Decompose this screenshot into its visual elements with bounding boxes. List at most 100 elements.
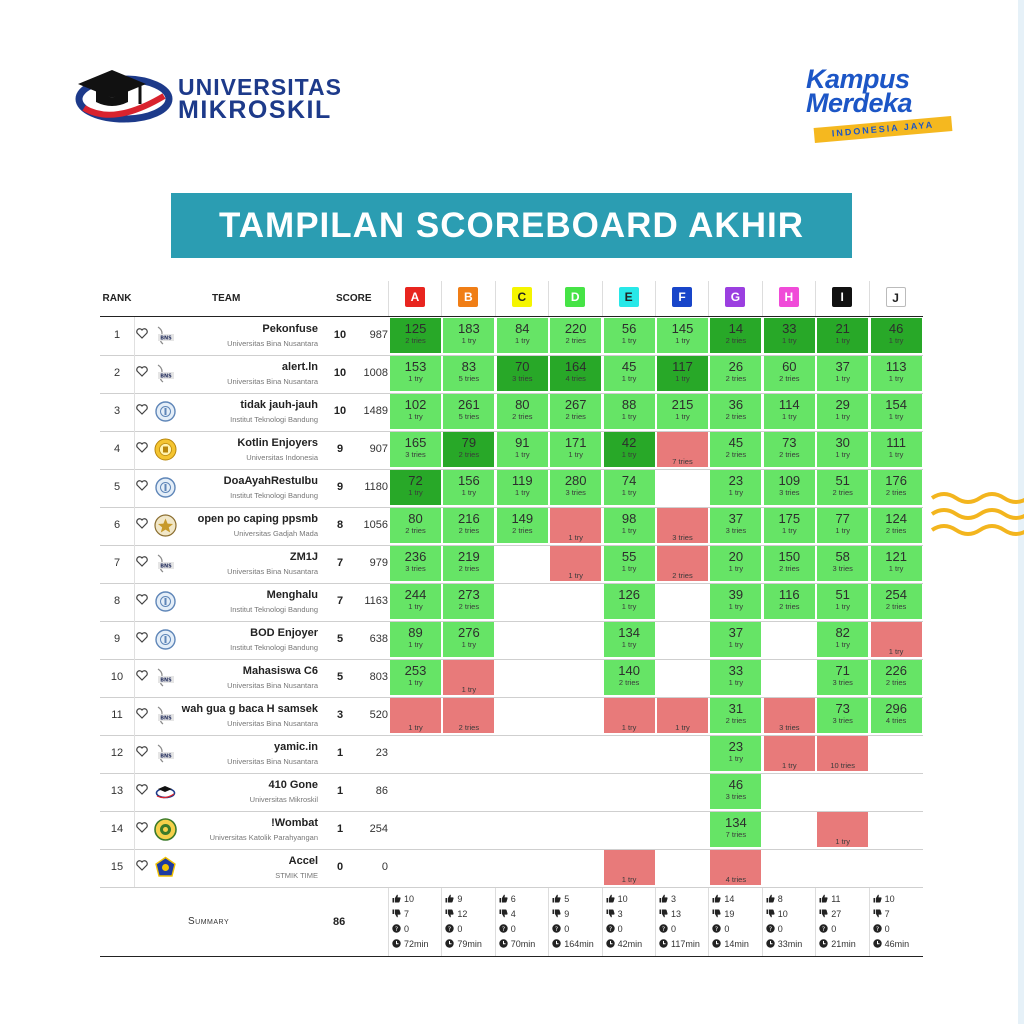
problem-cell-f[interactable]: 3 tries bbox=[657, 508, 708, 543]
problem-badge-c[interactable]: C bbox=[511, 287, 532, 307]
problem-cell-e[interactable]: 55 1 try bbox=[603, 546, 655, 581]
problem-cell-a[interactable]: 89 1 try bbox=[390, 622, 441, 657]
problem-cell-g[interactable]: 37 3 tries bbox=[710, 508, 762, 543]
problem-cell-f[interactable]: 117 1 try bbox=[657, 356, 708, 391]
problem-cell-j[interactable]: 154 1 try bbox=[870, 394, 922, 429]
problem-cell-g[interactable]: 45 2 tries bbox=[710, 432, 762, 467]
team-name[interactable]: wah gua g baca H samsek bbox=[181, 703, 318, 715]
problem-cell-d[interactable]: 220 2 tries bbox=[550, 318, 602, 353]
problem-cell-b[interactable]: 276 1 try bbox=[443, 622, 495, 657]
problem-cell-i[interactable]: 82 1 try bbox=[817, 622, 869, 657]
problem-cell-a[interactable]: 165 3 tries bbox=[390, 432, 441, 467]
problem-badge-g[interactable]: G bbox=[725, 287, 746, 307]
problem-cell-b[interactable]: 83 5 tries bbox=[443, 356, 495, 391]
problem-cell-g[interactable]: 23 1 try bbox=[710, 470, 762, 505]
problem-badge-h[interactable]: H bbox=[778, 287, 799, 307]
problem-cell-h[interactable]: 3 tries bbox=[763, 698, 815, 733]
problem-cell-b[interactable]: 2 tries bbox=[443, 698, 495, 733]
problem-cell-g[interactable]: 33 1 try bbox=[710, 660, 762, 695]
problem-cell-g[interactable]: 4 tries bbox=[710, 850, 762, 885]
problem-cell-h[interactable]: 114 1 try bbox=[763, 394, 815, 429]
problem-cell-i[interactable]: 10 tries bbox=[817, 736, 869, 771]
problem-cell-i[interactable]: 30 1 try bbox=[817, 432, 869, 467]
problem-cell-e[interactable]: 88 1 try bbox=[603, 394, 655, 429]
problem-badge-e[interactable]: E bbox=[618, 287, 639, 307]
problem-cell-i[interactable]: 58 3 tries bbox=[817, 546, 869, 581]
problem-cell-e[interactable]: 45 1 try bbox=[603, 356, 655, 391]
problem-cell-g[interactable]: 46 3 tries bbox=[710, 774, 762, 809]
problem-cell-f[interactable]: 7 tries bbox=[657, 432, 708, 467]
problem-cell-c[interactable]: 84 1 try bbox=[496, 318, 548, 353]
problem-cell-h[interactable]: 33 1 try bbox=[763, 318, 815, 353]
team-name[interactable]: ZM1J bbox=[289, 551, 318, 563]
problem-cell-i[interactable]: 1 try bbox=[817, 812, 869, 847]
team-name[interactable]: 410 Gone bbox=[268, 779, 318, 791]
problem-cell-i[interactable]: 73 3 tries bbox=[817, 698, 869, 733]
problem-cell-b[interactable]: 1 try bbox=[443, 660, 495, 695]
problem-cell-e[interactable]: 140 2 tries bbox=[603, 660, 655, 695]
problem-cell-j[interactable]: 111 1 try bbox=[870, 432, 922, 467]
problem-cell-h[interactable]: 1 try bbox=[763, 736, 815, 771]
problem-cell-j[interactable]: 46 1 try bbox=[870, 318, 922, 353]
problem-cell-a[interactable]: 1 try bbox=[390, 698, 441, 733]
problem-cell-a[interactable]: 72 1 try bbox=[390, 470, 441, 505]
problem-cell-j[interactable]: 1 try bbox=[870, 622, 922, 657]
problem-cell-d[interactable]: 171 1 try bbox=[550, 432, 602, 467]
problem-cell-g[interactable]: 23 1 try bbox=[710, 736, 762, 771]
problem-cell-a[interactable]: 80 2 tries bbox=[390, 508, 441, 543]
problem-cell-h[interactable]: 73 2 tries bbox=[763, 432, 815, 467]
team-name[interactable]: open po caping ppsmb bbox=[197, 513, 318, 525]
problem-cell-h[interactable]: 175 1 try bbox=[763, 508, 815, 543]
problem-cell-f[interactable]: 2 tries bbox=[657, 546, 708, 581]
problem-cell-b[interactable]: 183 1 try bbox=[443, 318, 495, 353]
favorite-heart-icon[interactable] bbox=[136, 784, 148, 798]
problem-cell-i[interactable]: 51 1 try bbox=[817, 584, 869, 619]
favorite-heart-icon[interactable] bbox=[136, 442, 148, 456]
team-name[interactable]: Menghalu bbox=[266, 589, 318, 601]
problem-cell-e[interactable]: 74 1 try bbox=[603, 470, 655, 505]
problem-cell-f[interactable]: 215 1 try bbox=[657, 394, 708, 429]
favorite-heart-icon[interactable] bbox=[136, 480, 148, 494]
problem-cell-j[interactable]: 121 1 try bbox=[870, 546, 922, 581]
problem-cell-d[interactable]: 164 4 tries bbox=[550, 356, 602, 391]
problem-cell-b[interactable]: 261 5 tries bbox=[443, 394, 495, 429]
team-name[interactable]: !Wombat bbox=[271, 817, 318, 829]
problem-cell-h[interactable]: 150 2 tries bbox=[763, 546, 815, 581]
favorite-heart-icon[interactable] bbox=[136, 594, 148, 608]
problem-cell-c[interactable]: 119 1 try bbox=[496, 470, 548, 505]
problem-cell-c[interactable]: 80 2 tries bbox=[496, 394, 548, 429]
favorite-heart-icon[interactable] bbox=[136, 328, 148, 342]
problem-cell-j[interactable]: 176 2 tries bbox=[870, 470, 922, 505]
problem-cell-e[interactable]: 126 1 try bbox=[603, 584, 655, 619]
problem-cell-a[interactable]: 244 1 try bbox=[390, 584, 441, 619]
problem-cell-b[interactable]: 219 2 tries bbox=[443, 546, 495, 581]
favorite-heart-icon[interactable] bbox=[136, 822, 148, 836]
favorite-heart-icon[interactable] bbox=[136, 518, 148, 532]
problem-cell-d[interactable]: 1 try bbox=[550, 546, 602, 581]
problem-cell-d[interactable]: 267 2 tries bbox=[550, 394, 602, 429]
problem-cell-j[interactable]: 124 2 tries bbox=[870, 508, 922, 543]
problem-cell-e[interactable]: 56 1 try bbox=[603, 318, 655, 353]
problem-cell-h[interactable]: 60 2 tries bbox=[763, 356, 815, 391]
team-name[interactable]: BOD Enjoyer bbox=[250, 627, 318, 639]
problem-cell-e[interactable]: 1 try bbox=[603, 698, 655, 733]
problem-cell-g[interactable]: 20 1 try bbox=[710, 546, 762, 581]
problem-cell-j[interactable]: 296 4 tries bbox=[870, 698, 922, 733]
problem-cell-j[interactable]: 113 1 try bbox=[870, 356, 922, 391]
problem-cell-j[interactable]: 226 2 tries bbox=[870, 660, 922, 695]
team-name[interactable]: DoaAyahRestuIbu bbox=[223, 475, 318, 487]
team-name[interactable]: tidak jauh-jauh bbox=[240, 399, 318, 411]
problem-cell-f[interactable]: 1 try bbox=[657, 698, 708, 733]
problem-cell-j[interactable]: 254 2 tries bbox=[870, 584, 922, 619]
problem-cell-b[interactable]: 79 2 tries bbox=[443, 432, 495, 467]
favorite-heart-icon[interactable] bbox=[136, 860, 148, 874]
problem-cell-a[interactable]: 125 2 tries bbox=[390, 318, 441, 353]
problem-cell-g[interactable]: 39 1 try bbox=[710, 584, 762, 619]
team-name[interactable]: alert.ln bbox=[281, 361, 318, 373]
team-name[interactable]: Mahasiswa C6 bbox=[242, 665, 318, 677]
problem-cell-e[interactable]: 42 1 try bbox=[603, 432, 655, 467]
problem-badge-b[interactable]: B bbox=[458, 287, 479, 307]
problem-cell-c[interactable]: 91 1 try bbox=[496, 432, 548, 467]
team-name[interactable]: Kotlin Enjoyers bbox=[237, 437, 318, 449]
problem-cell-h[interactable]: 109 3 tries bbox=[763, 470, 815, 505]
